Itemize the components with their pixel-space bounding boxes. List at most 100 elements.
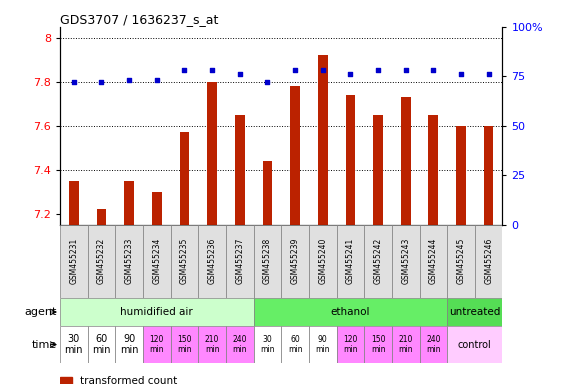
Text: GSM455242: GSM455242	[373, 238, 383, 284]
Point	[263, 79, 272, 85]
Bar	[282, 326, 309, 363]
Bar	[226, 326, 254, 363]
Bar	[87, 326, 115, 363]
Bar	[456, 126, 466, 225]
Bar	[226, 225, 254, 298]
Bar	[263, 161, 272, 225]
Text: GSM455240: GSM455240	[318, 238, 327, 284]
Text: untreated: untreated	[449, 307, 501, 317]
Point	[346, 71, 355, 78]
Text: GSM455232: GSM455232	[97, 238, 106, 284]
Text: 240
min: 240 min	[426, 335, 441, 354]
Point	[318, 67, 327, 73]
Text: time: time	[32, 339, 57, 350]
Bar	[171, 225, 198, 298]
Point	[207, 67, 216, 73]
Text: 90
min: 90 min	[120, 334, 138, 355]
Bar	[282, 225, 309, 298]
Bar	[484, 126, 493, 225]
Text: GDS3707 / 1636237_s_at: GDS3707 / 1636237_s_at	[60, 13, 218, 26]
Bar	[318, 55, 328, 225]
Bar	[254, 326, 281, 363]
Text: 210
min: 210 min	[399, 335, 413, 354]
Text: GSM455238: GSM455238	[263, 238, 272, 284]
Bar	[60, 326, 87, 363]
Bar	[87, 225, 115, 298]
Text: GSM455234: GSM455234	[152, 238, 161, 284]
Bar	[179, 132, 189, 225]
Bar	[309, 326, 336, 363]
Bar	[96, 209, 106, 225]
Point	[456, 71, 465, 78]
Text: GSM455243: GSM455243	[401, 238, 410, 284]
Bar	[290, 86, 300, 225]
Text: 150
min: 150 min	[371, 335, 385, 354]
Text: GSM455236: GSM455236	[208, 238, 216, 284]
Text: GSM455244: GSM455244	[429, 238, 438, 284]
Text: 60
min: 60 min	[92, 334, 111, 355]
Bar	[115, 225, 143, 298]
Text: transformed count: transformed count	[80, 376, 177, 384]
Bar	[235, 115, 244, 225]
Text: 60
min: 60 min	[288, 335, 302, 354]
Bar	[69, 181, 79, 225]
Point	[235, 71, 244, 78]
Bar	[373, 115, 383, 225]
Text: ethanol: ethanol	[331, 307, 370, 317]
Bar	[364, 326, 392, 363]
Text: GSM455241: GSM455241	[346, 238, 355, 284]
Point	[124, 77, 134, 83]
Bar	[401, 97, 411, 225]
Point	[291, 67, 300, 73]
Bar	[447, 225, 475, 298]
Text: 240
min: 240 min	[232, 335, 247, 354]
Bar	[420, 326, 447, 363]
Bar	[254, 225, 281, 298]
Text: 150
min: 150 min	[177, 335, 192, 354]
Text: agent: agent	[25, 307, 57, 317]
Bar	[428, 115, 438, 225]
Text: GSM455233: GSM455233	[124, 238, 134, 284]
Point	[152, 77, 162, 83]
Bar	[143, 225, 171, 298]
Bar	[60, 377, 73, 384]
Text: 120
min: 120 min	[343, 335, 357, 354]
Bar	[254, 298, 447, 326]
Bar	[115, 326, 143, 363]
Text: humidified air: humidified air	[120, 307, 193, 317]
Point	[69, 79, 78, 85]
Bar	[143, 326, 171, 363]
Point	[484, 71, 493, 78]
Point	[97, 79, 106, 85]
Text: GSM455235: GSM455235	[180, 238, 189, 284]
Text: GSM455237: GSM455237	[235, 238, 244, 284]
Text: GSM455239: GSM455239	[291, 238, 300, 284]
Bar	[447, 298, 502, 326]
Bar	[447, 326, 502, 363]
Bar	[198, 326, 226, 363]
Bar	[124, 181, 134, 225]
Bar	[392, 225, 420, 298]
Bar	[392, 326, 420, 363]
Bar	[420, 225, 447, 298]
Point	[180, 67, 189, 73]
Text: control: control	[458, 339, 492, 350]
Bar	[60, 298, 254, 326]
Text: 30
min: 30 min	[260, 335, 275, 354]
Text: 210
min: 210 min	[205, 335, 219, 354]
Bar	[198, 225, 226, 298]
Bar	[345, 95, 355, 225]
Bar	[152, 192, 162, 225]
Bar	[309, 225, 336, 298]
Bar	[475, 225, 502, 298]
Bar	[364, 225, 392, 298]
Bar	[207, 82, 217, 225]
Point	[429, 67, 438, 73]
Text: GSM455231: GSM455231	[69, 238, 78, 284]
Text: GSM455245: GSM455245	[456, 238, 465, 284]
Point	[401, 67, 410, 73]
Text: 30
min: 30 min	[65, 334, 83, 355]
Bar	[336, 326, 364, 363]
Text: GSM455246: GSM455246	[484, 238, 493, 284]
Bar	[336, 225, 364, 298]
